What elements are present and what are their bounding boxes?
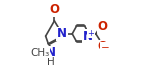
Text: O: O (97, 20, 107, 33)
Text: N: N (57, 27, 67, 40)
Text: +: + (87, 29, 94, 38)
Text: O: O (49, 3, 59, 16)
Text: −: − (101, 43, 110, 53)
Text: CH₃: CH₃ (31, 48, 50, 58)
Text: N: N (46, 46, 56, 59)
Text: O: O (97, 40, 107, 53)
Text: H: H (47, 57, 55, 67)
Text: N: N (83, 30, 93, 43)
